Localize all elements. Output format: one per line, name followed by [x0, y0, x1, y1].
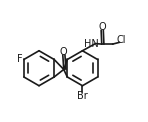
Text: O: O	[60, 47, 67, 57]
Text: Br: Br	[77, 91, 88, 101]
Text: Cl: Cl	[116, 35, 126, 45]
Text: O: O	[98, 22, 106, 32]
Text: F: F	[17, 54, 23, 64]
Text: HN: HN	[84, 39, 99, 49]
